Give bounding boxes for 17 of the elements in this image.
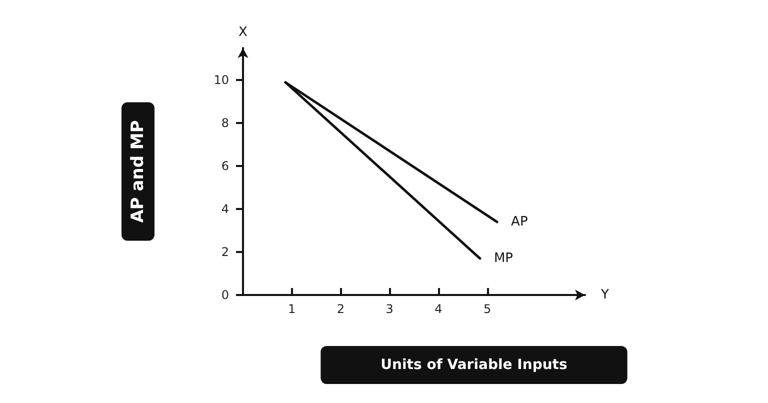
y-tick-label: 2 [221,245,229,260]
x-tick-label: 3 [386,302,394,316]
text: X [238,25,248,40]
x-tick-label: 1 [288,302,296,316]
y-tick-label: 0 [221,288,229,302]
text: Y [600,288,609,302]
y-tick-label: 4 [221,202,229,216]
x-tick-label: 4 [434,302,442,316]
x-tick-label: 2 [336,302,345,316]
y-tick-label: 10 [214,73,229,88]
x-axis-title: Units of Variable Inputs [380,357,568,373]
x-tick-label: 5 [483,302,492,316]
series-label: MP [494,250,514,266]
y-tick-label: 6 [221,159,229,174]
y-axis-title: AP and MP [128,120,148,223]
y-tick-label: 8 [221,116,229,130]
series-label: AP [511,214,528,230]
